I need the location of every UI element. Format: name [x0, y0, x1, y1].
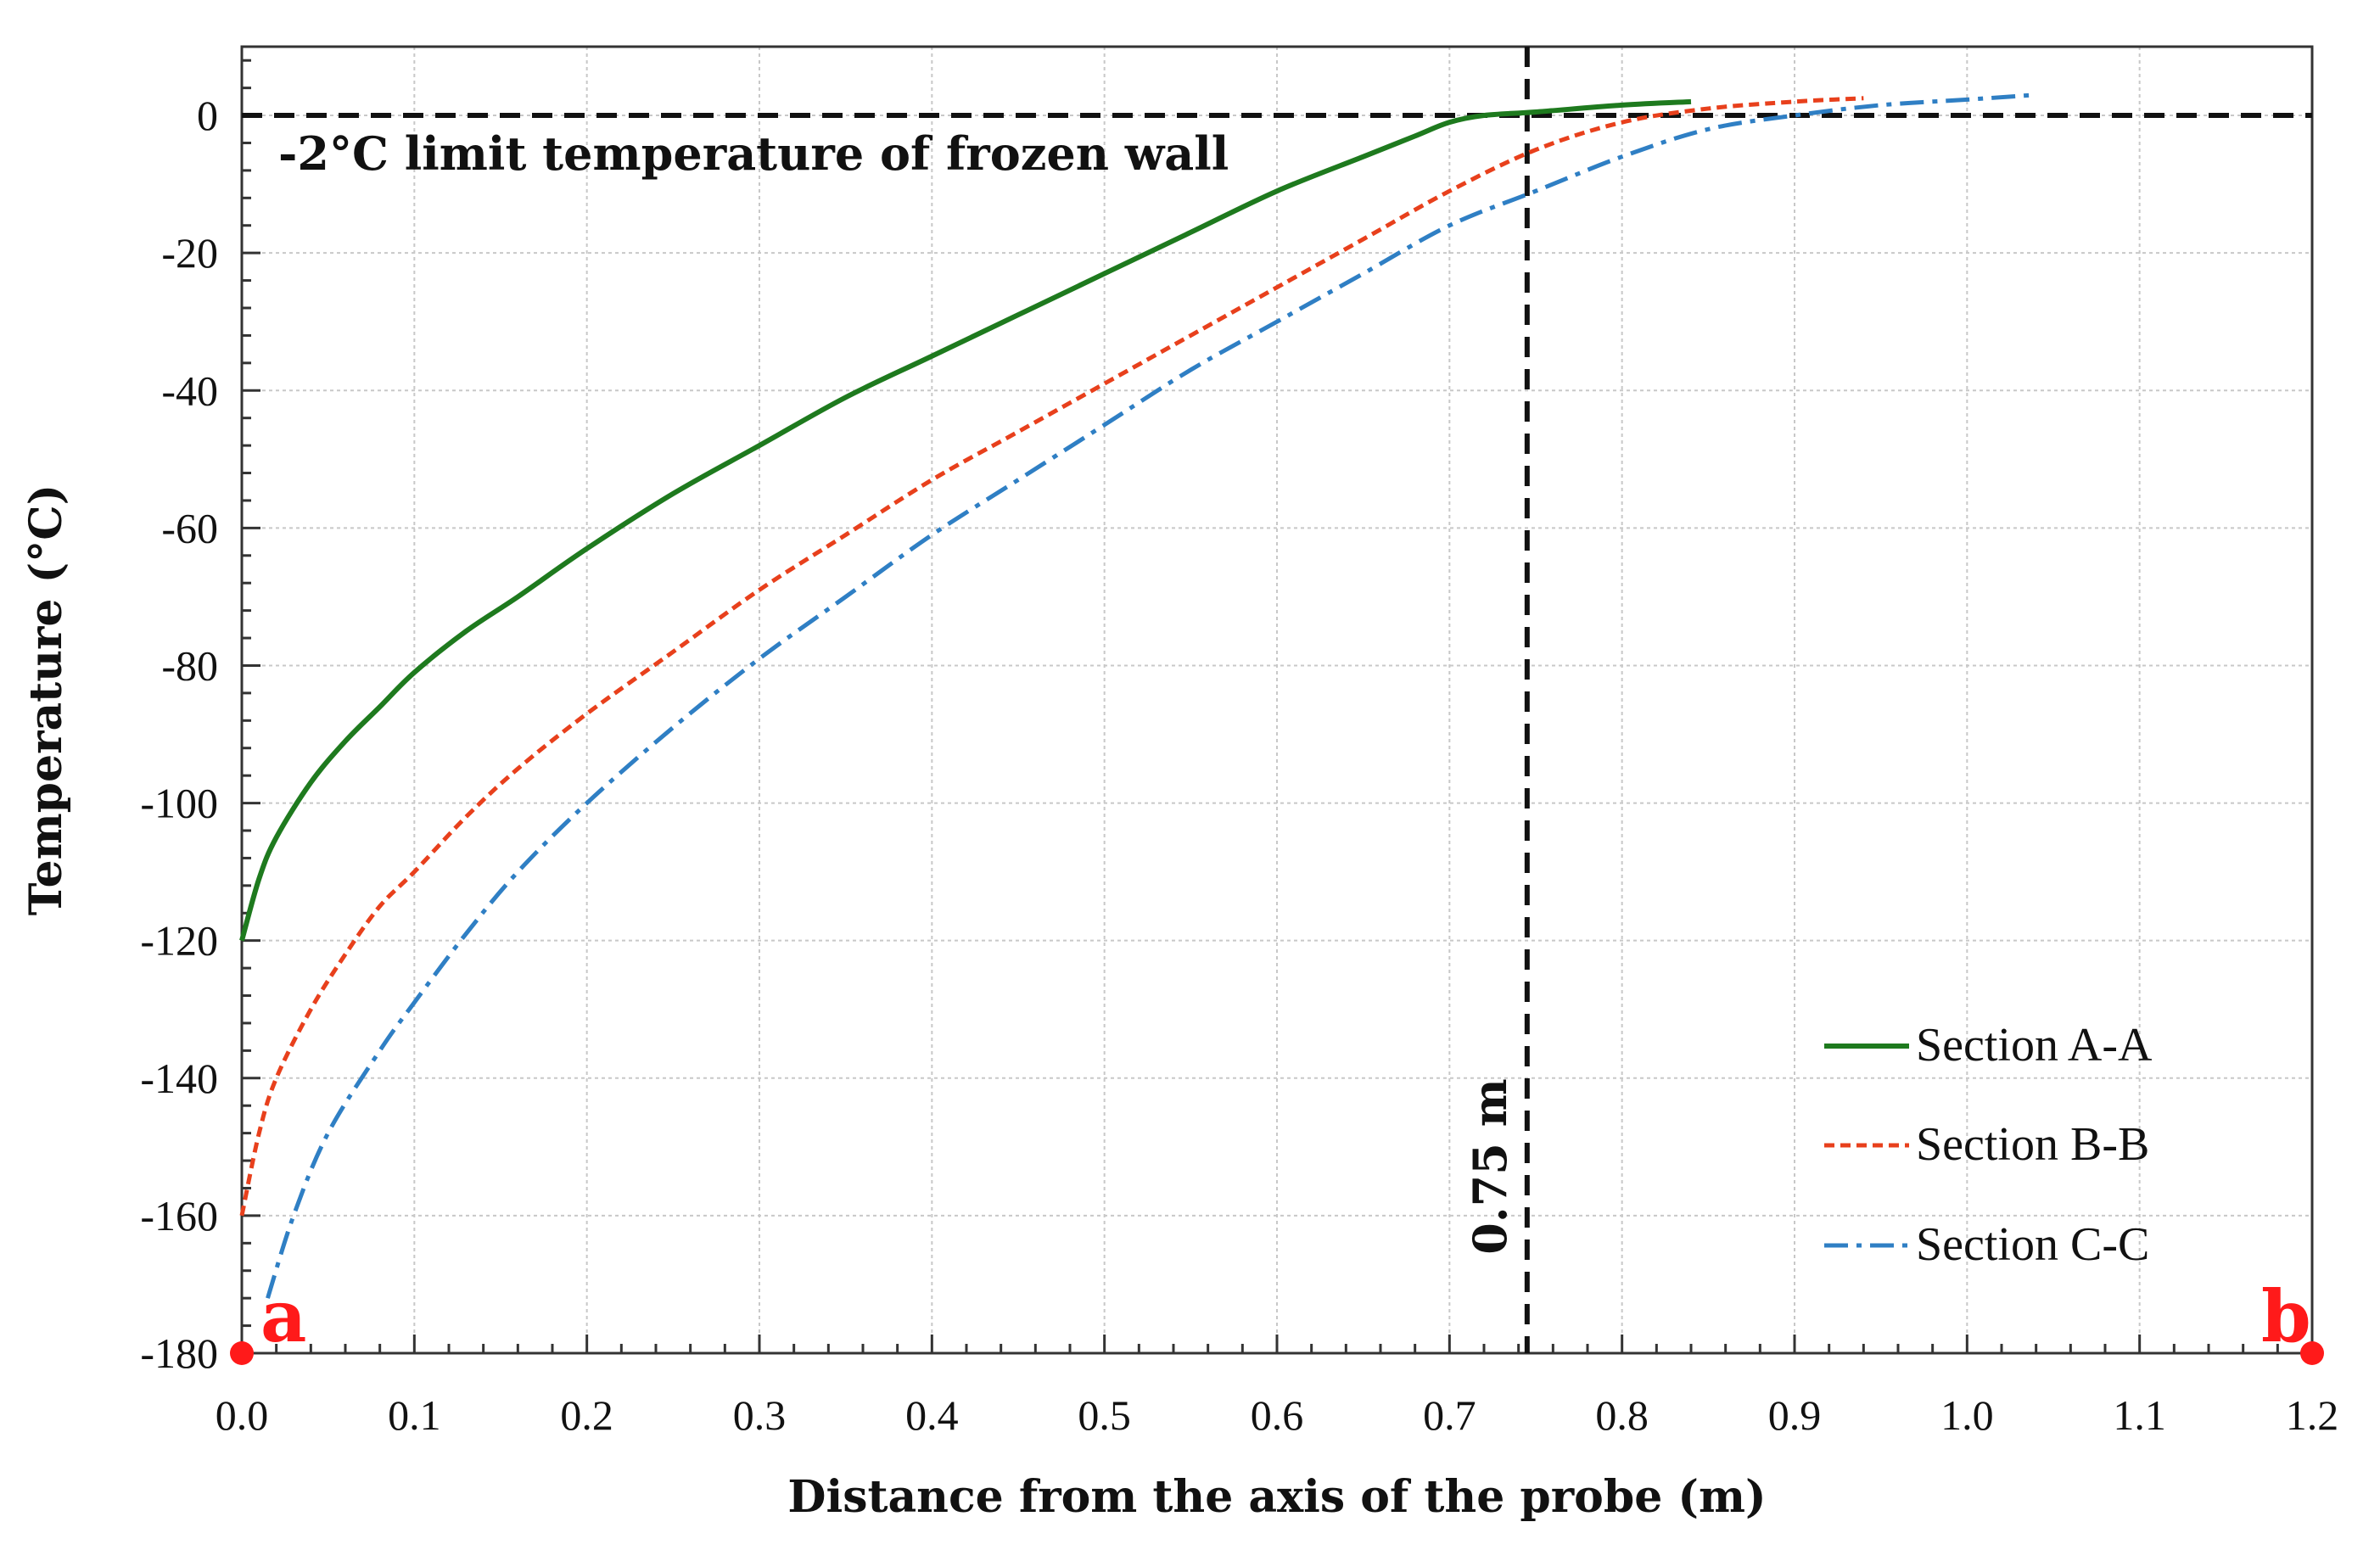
legend: Section A-A Section B-B Section C-C [1824, 1019, 2153, 1271]
series-line-section-b-b [239, 96, 1864, 1217]
y-tick-label: -160 [140, 1192, 218, 1239]
y-tick-label: -120 [140, 917, 218, 965]
y-tick-label: -140 [140, 1055, 218, 1102]
x-tick-label: 0.6 [1251, 1391, 1304, 1439]
series-line-section-c-c [266, 92, 2036, 1299]
endpoint-marker-b [2300, 1341, 2324, 1365]
x-tick-label: 0.1 [388, 1391, 441, 1439]
endpoint-label-a: a [260, 1274, 306, 1358]
x-tick-label: 1.0 [1940, 1391, 1994, 1439]
y-tick-label: -60 [161, 504, 218, 551]
x-tick-label: 0.3 [733, 1391, 787, 1439]
vertical-line-label: 0.75 m [1463, 1078, 1517, 1254]
tick-marks [240, 59, 2314, 1355]
x-axis-title: Distance from the axis of the probe (m) [787, 1471, 1766, 1523]
x-tick-label: 0.4 [905, 1391, 959, 1439]
legend-label-section-c-c: Section C-C [1916, 1218, 2149, 1271]
x-tick-label: 0.9 [1768, 1391, 1822, 1439]
series-line-section-a-a [239, 98, 1692, 942]
legend-label-section-b-b: Section B-B [1916, 1118, 2149, 1171]
x-tick-label: 0.8 [1595, 1391, 1649, 1439]
y-tick-label: -180 [140, 1329, 218, 1377]
y-tick-label: -100 [140, 780, 218, 827]
y-tick-label: -20 [161, 229, 218, 277]
x-tick-label: 1.1 [2113, 1391, 2166, 1439]
reference-lines [242, 47, 2312, 1353]
tick-labels: 0.0 0.1 0.2 0.3 0.4 0.5 0.6 0.7 0.8 0.9 1.0 1.1 1.2 0… [140, 92, 2338, 1439]
endpoint-marker-a [230, 1341, 254, 1365]
x-tick-label: 0.2 [560, 1391, 613, 1439]
y-axis-title: Temperature (°C) [20, 484, 72, 915]
y-tick-label: -40 [161, 367, 218, 414]
x-tick-label: 0.0 [216, 1391, 269, 1439]
x-tick-label: 0.5 [1078, 1391, 1131, 1439]
frozen-wall-limit-annotation: -2°C limit temperature of frozen wall [278, 126, 1229, 181]
y-tick-label: 0 [197, 92, 218, 139]
endpoint-label-b: b [2261, 1274, 2311, 1358]
x-tick-label: 1.2 [2286, 1391, 2339, 1439]
legend-label-section-a-a: Section A-A [1916, 1019, 2153, 1072]
x-tick-label: 0.7 [1423, 1391, 1476, 1439]
series-lines [239, 92, 2036, 1299]
y-tick-label: -80 [161, 641, 218, 689]
